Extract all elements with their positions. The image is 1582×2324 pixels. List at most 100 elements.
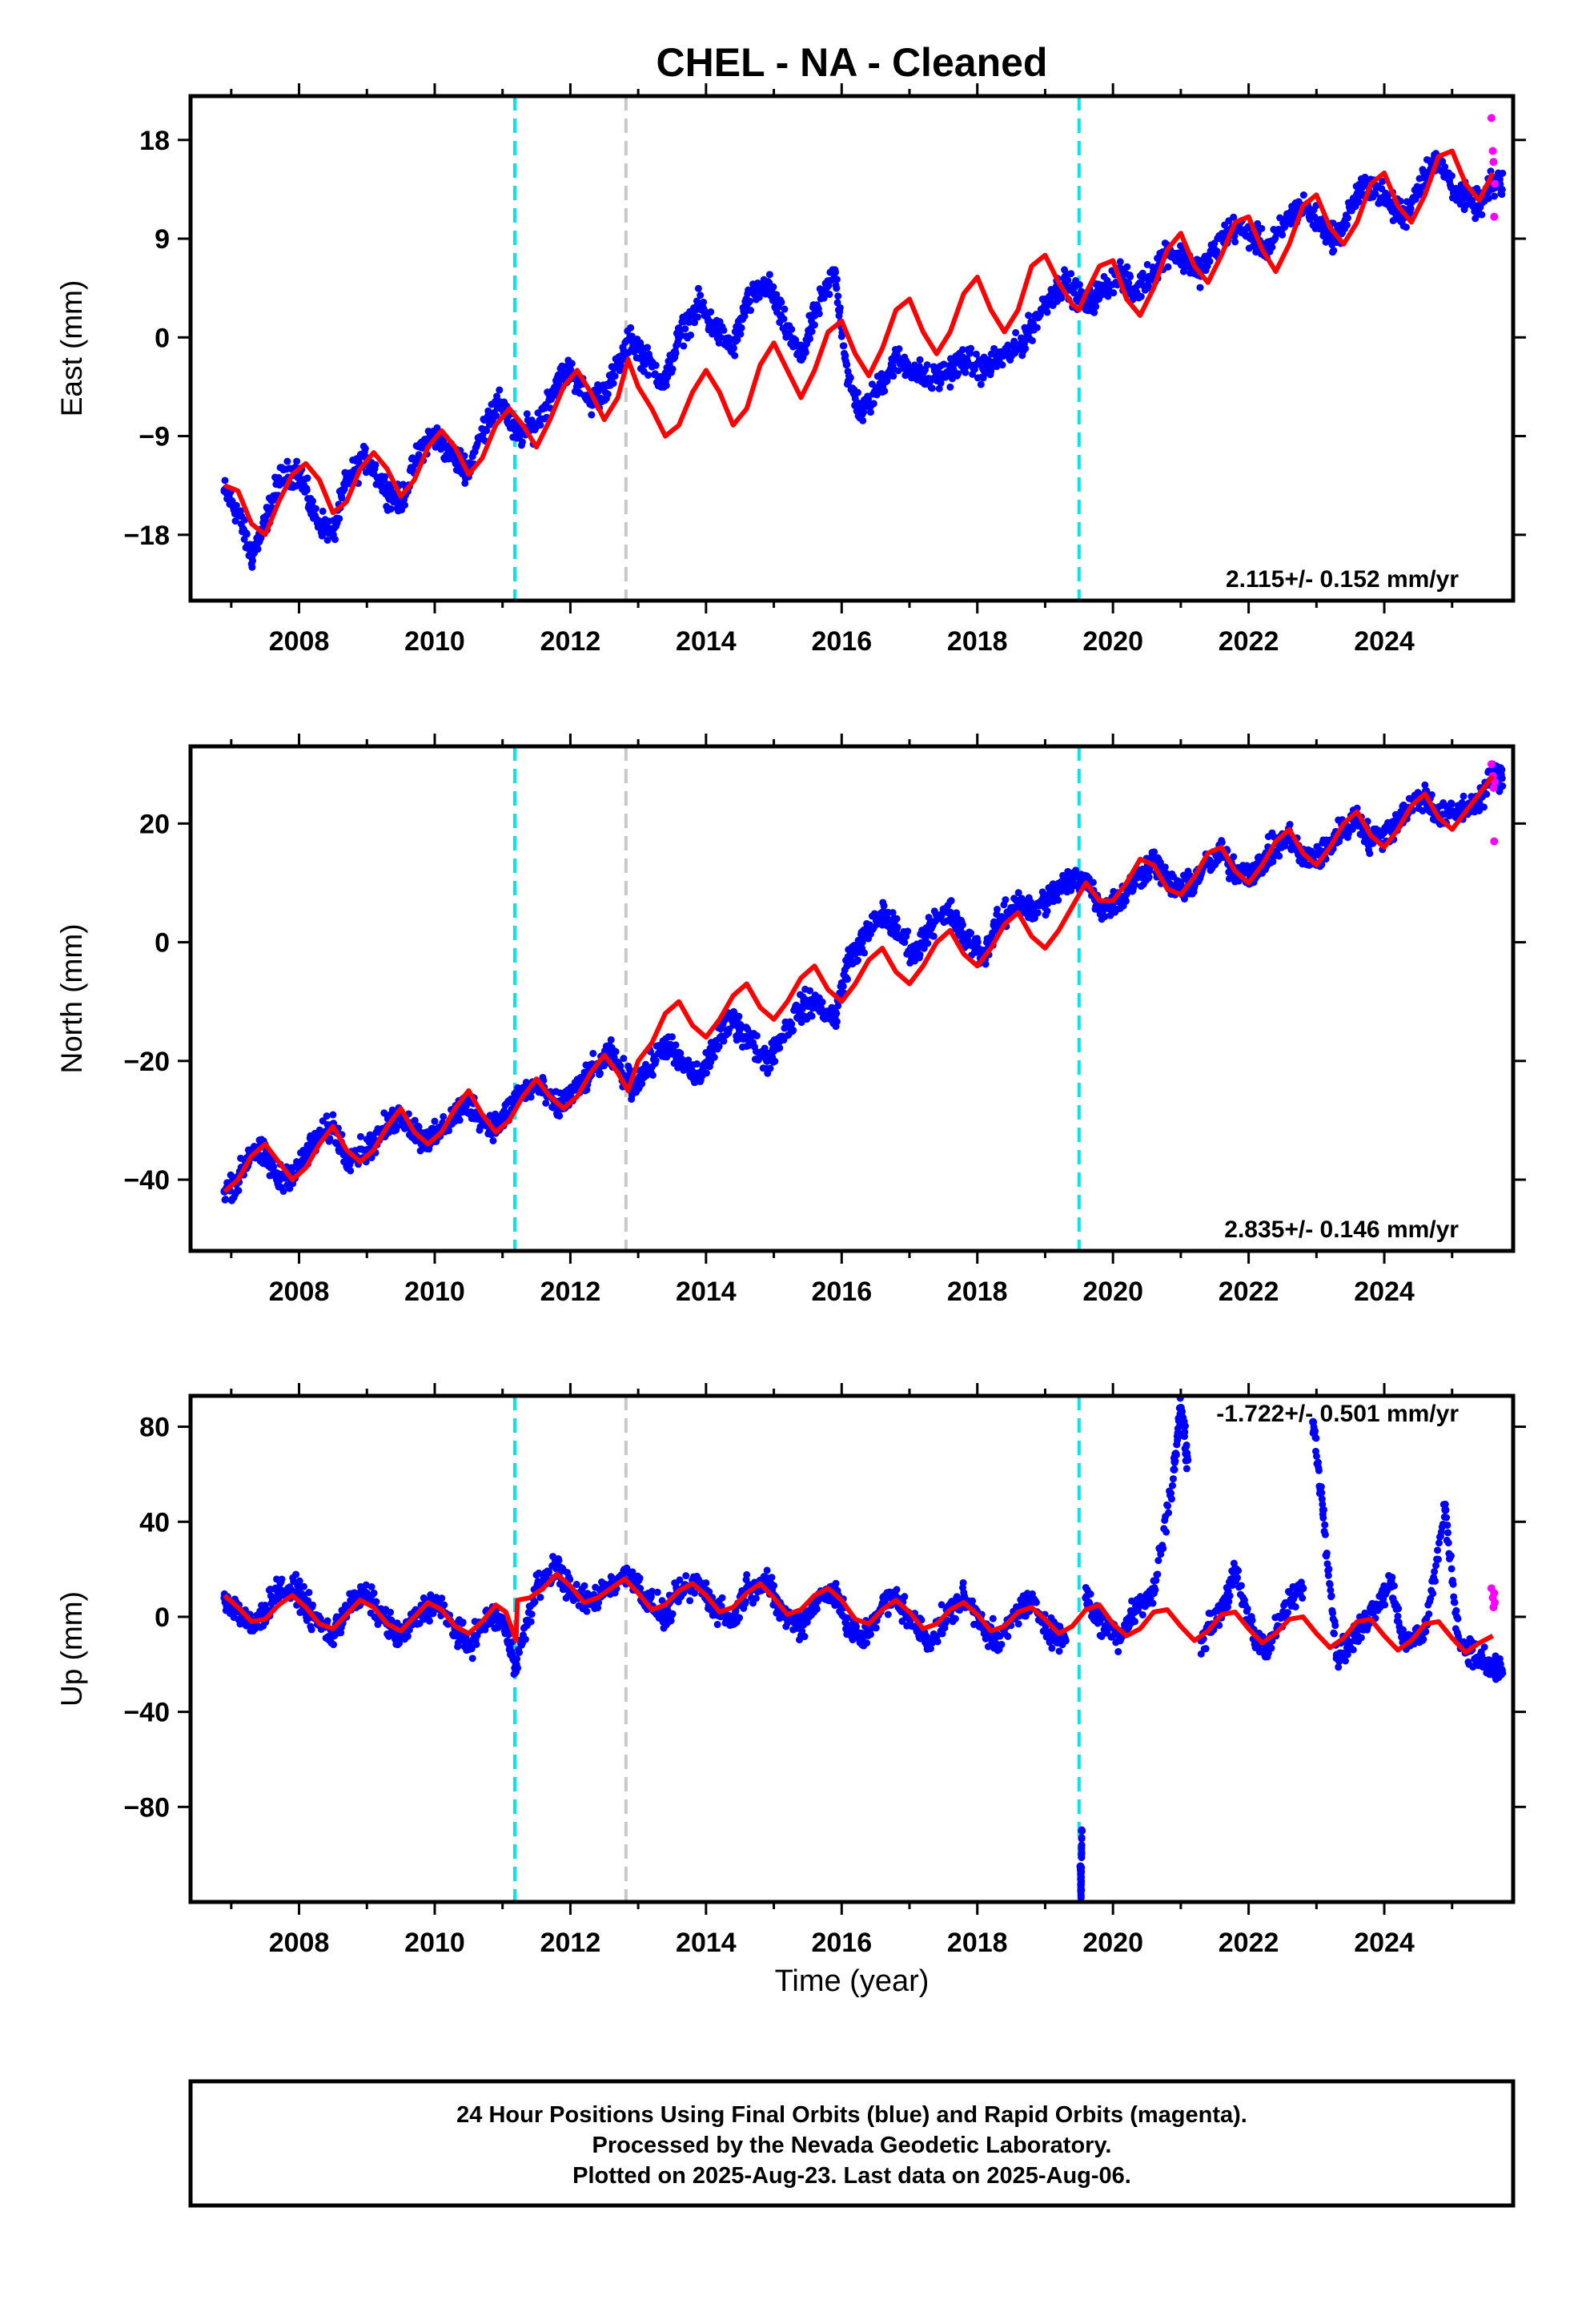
east-final-orbits-point <box>1137 292 1145 300</box>
east-x-tick-label: 2008 <box>269 626 330 657</box>
east-final-orbits-point <box>1110 289 1118 297</box>
east-final-orbits-point <box>381 472 389 480</box>
east-final-orbits-point <box>815 310 823 318</box>
up-final-orbits-point <box>367 1583 375 1591</box>
north-final-orbits-point <box>556 1112 564 1120</box>
east-final-orbits-point <box>319 507 327 515</box>
north-final-orbits-point <box>735 1012 743 1020</box>
north-rapid-orbits-point <box>1487 760 1496 769</box>
east-final-orbits-point <box>1447 172 1456 180</box>
east-final-orbits-point <box>609 380 617 388</box>
north-x-tick-label: 2020 <box>1082 1277 1143 1307</box>
north-final-orbits-point <box>958 921 966 929</box>
east-final-orbits-point <box>691 319 699 327</box>
east-final-orbits-point <box>672 349 680 357</box>
east-x-tick-label: 2018 <box>947 626 1008 657</box>
east-final-orbits-point <box>1478 211 1486 219</box>
north-final-orbits-point <box>668 1033 676 1041</box>
north-final-orbits-point <box>967 929 975 937</box>
north-final-orbits-point <box>1089 879 1097 887</box>
east-final-orbits-point <box>283 457 291 465</box>
north-final-orbits-point <box>1034 909 1042 917</box>
north-final-orbits-point <box>839 983 847 991</box>
north-final-orbits-point <box>1054 896 1062 904</box>
east-final-orbits-point <box>1231 232 1239 240</box>
east-final-orbits-point <box>737 324 745 332</box>
east-final-orbits-point <box>249 557 257 565</box>
north-final-orbits-point <box>1002 896 1010 904</box>
north-final-orbits-point <box>924 939 932 947</box>
east-final-orbits-point <box>566 365 574 373</box>
up-final-orbits-point <box>583 1607 591 1615</box>
east-final-orbits-point <box>808 328 816 336</box>
up-final-orbits-point <box>278 1575 286 1583</box>
east-final-orbits-point <box>901 372 909 380</box>
up-final-orbits-point <box>425 1617 433 1625</box>
up-final-orbits-point <box>528 1610 536 1618</box>
east-final-orbits-point <box>387 505 395 513</box>
east-x-tick-label: 2024 <box>1354 626 1415 657</box>
east-final-orbits-point <box>833 275 841 283</box>
east-final-orbits-point <box>604 390 612 398</box>
east-final-orbits-point <box>841 352 849 360</box>
up-final-orbits-point <box>516 1648 524 1656</box>
north-final-orbits-point <box>818 998 826 1006</box>
east-final-orbits-point <box>669 365 677 373</box>
east-final-orbits-point <box>846 374 854 382</box>
east-final-orbits-point <box>662 381 670 389</box>
east-final-orbits-point <box>1092 303 1100 311</box>
north-final-orbits-point <box>648 1072 656 1080</box>
east-y-tick-label: 9 <box>155 224 170 255</box>
east-final-orbits-point <box>825 290 833 298</box>
up-final-orbits-point <box>387 1608 395 1616</box>
north-rate-label: 2.835+/- 0.146 mm/yr <box>1224 1216 1459 1243</box>
east-final-orbits-point <box>1206 257 1214 265</box>
north-y-axis-label: North (mm) <box>55 923 88 1073</box>
east-final-orbits-point <box>303 486 311 494</box>
east-final-orbits-point <box>729 344 737 352</box>
north-x-tick-label: 2022 <box>1219 1277 1279 1307</box>
north-final-orbits-point <box>1447 800 1456 808</box>
north-x-tick-label: 2018 <box>947 1277 1008 1307</box>
north-final-orbits-point <box>620 1055 628 1063</box>
east-final-orbits-point <box>694 284 702 292</box>
north-final-orbits-point <box>652 1057 660 1065</box>
north-final-orbits-point <box>880 902 888 910</box>
east-final-orbits-point <box>998 361 1006 369</box>
east-final-orbits-point <box>1025 312 1033 320</box>
east-final-orbits-point <box>866 408 874 416</box>
east-final-orbits-point <box>889 372 897 380</box>
east-final-orbits-point <box>652 361 660 369</box>
north-final-orbits-point <box>808 1012 816 1020</box>
north-final-orbits-point <box>323 1112 331 1120</box>
east-final-orbits-point <box>1075 280 1083 288</box>
north-final-orbits-point <box>1498 774 1506 782</box>
north-final-orbits-point <box>833 1009 841 1017</box>
east-final-orbits-point <box>895 345 903 353</box>
east-final-orbits-point <box>644 344 652 352</box>
east-final-orbits-point <box>1028 336 1036 344</box>
north-final-orbits-point <box>672 1041 680 1049</box>
north-final-orbits-point <box>776 1044 784 1052</box>
east-x-tick-label: 2016 <box>811 626 872 657</box>
east-final-orbits-point <box>940 360 948 368</box>
up-final-orbits-point <box>292 1570 300 1578</box>
east-final-orbits-point <box>248 563 256 571</box>
east-final-orbits-point <box>1196 283 1204 292</box>
east-final-orbits-point <box>308 497 316 505</box>
north-final-orbits-point <box>1131 881 1139 889</box>
east-final-orbits-point <box>860 408 868 416</box>
east-final-orbits-point <box>1230 213 1238 221</box>
east-final-orbits-point <box>746 297 754 305</box>
north-final-orbits-point <box>1366 850 1374 858</box>
east-final-orbits-point <box>1043 308 1051 316</box>
east-final-orbits-point <box>338 494 346 502</box>
east-final-orbits-point <box>928 384 936 392</box>
east-final-orbits-point <box>1491 192 1499 200</box>
east-x-tick-label: 2014 <box>676 626 737 657</box>
north-final-orbits-point <box>1145 873 1153 881</box>
up-final-orbits-point <box>527 1618 535 1626</box>
east-final-orbits-point <box>221 476 229 485</box>
north-final-orbits-point <box>1498 766 1506 774</box>
east-final-orbits-point <box>810 321 818 329</box>
